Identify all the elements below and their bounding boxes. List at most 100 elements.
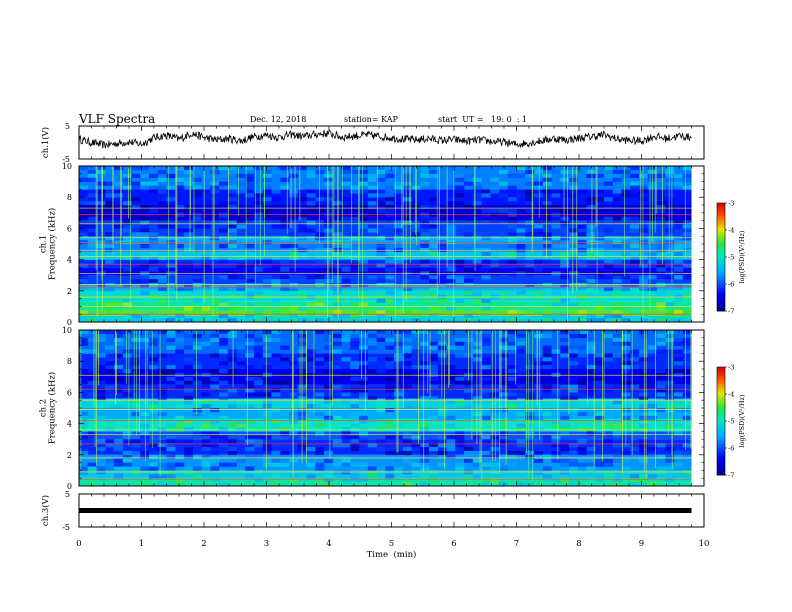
ch2-spectrogram-cell xyxy=(682,415,692,420)
ch2-spectrogram-cell xyxy=(131,361,141,366)
ch2-spectrogram-cell xyxy=(464,404,474,409)
ch2-spectrogram-cell xyxy=(210,337,220,342)
ch1-spectrogram-cell xyxy=(472,267,482,272)
ch1-spectrogram-cell xyxy=(166,283,176,288)
ch1-spectrogram-cell xyxy=(542,244,552,249)
ch2-spectrogram-cell xyxy=(315,384,325,389)
ch1-spectrogram-colorbar-swatch xyxy=(717,210,725,213)
ch2-spectrogram-cell xyxy=(175,482,185,487)
ch1-spectrogram-cell xyxy=(105,298,115,303)
ch1-spectrogram-cell xyxy=(149,283,159,288)
ch2-spectrogram-cell xyxy=(394,369,404,374)
ch2-spectrogram-cell xyxy=(219,439,229,444)
ch1-spectrogram-cell xyxy=(516,216,526,221)
ch2-spectrogram-cell xyxy=(385,384,395,389)
ch2-spectrogram-cell xyxy=(437,330,447,335)
ch2-spectrogram-cell xyxy=(639,333,649,339)
ch2-spectrogram-cell xyxy=(464,447,474,452)
ch1-spectrogram-cell xyxy=(577,283,587,288)
ch1-spectrogram-colorbar-swatch xyxy=(717,217,725,220)
ch2-spectrogram-cell xyxy=(166,376,176,381)
ch1-spectrogram-cell xyxy=(201,263,211,268)
ch2-spectrogram-y-tick-label: 2 xyxy=(67,451,72,460)
ch1-spectrogram-cell xyxy=(551,216,561,221)
ch2-spectrogram-cell xyxy=(560,353,570,358)
ch2-spectrogram-cell xyxy=(455,466,465,471)
ch1-spectrogram-cell xyxy=(350,216,360,221)
ch2-spectrogram-cell xyxy=(367,419,377,424)
ch1-spectrogram-cell xyxy=(385,298,395,303)
ch2-spectrogram-cell xyxy=(656,330,666,335)
ch1-spectrogram-cell xyxy=(367,275,377,280)
ch2-spectrogram-cell xyxy=(131,411,141,417)
ch1-spectrogram-cell xyxy=(140,216,150,221)
ch2-spectrogram-cell xyxy=(201,454,211,459)
ch2-spectrogram-cell xyxy=(542,345,552,350)
ch1-spectrogram-cell xyxy=(682,275,692,280)
ch1-spectrogram-cell xyxy=(630,224,640,229)
ch2-spectrogram-colorbar-swatch xyxy=(717,372,725,375)
ch2-spectrogram-cell xyxy=(149,466,159,471)
ch1-spectrogram-cell xyxy=(630,318,640,323)
ch2-spectrogram-cell xyxy=(577,345,587,350)
ch2-spectrogram-colorbar-swatch xyxy=(717,449,725,452)
ch2-spectrogram-cell xyxy=(516,431,526,436)
ch2-spectrogram-cell xyxy=(315,330,325,335)
ch1-spectrogram-cell xyxy=(499,169,509,175)
ch1-spectrogram-cell xyxy=(560,314,570,319)
ch2-spectrogram-cell xyxy=(682,333,692,339)
ch1-spectrogram-cell xyxy=(420,216,430,221)
ch2-spectrogram-empty-region xyxy=(691,330,704,486)
ch1-spectrogram-cell xyxy=(420,263,430,268)
ch1-spectrogram-cell xyxy=(219,212,229,217)
ch1-spectrogram-cell xyxy=(674,310,684,315)
x-tick-label: 3 xyxy=(264,539,269,549)
ch2-spectrogram-cell xyxy=(560,439,570,444)
ch2-spectrogram-cell xyxy=(542,411,552,417)
ch2-spectrogram-cell xyxy=(402,482,412,487)
ch1-spectrogram-cell xyxy=(507,173,517,178)
ch2-spectrogram-cell xyxy=(184,439,194,444)
ch1-spectrogram-cell xyxy=(665,298,675,303)
ch1-spectrogram-cell xyxy=(472,197,482,202)
ch1-spectrogram-cell xyxy=(87,255,97,260)
ch2-spectrogram-cell xyxy=(385,470,395,475)
ch1-spectrogram-colorbar-swatch xyxy=(717,226,725,229)
ch2-spectrogram-cell xyxy=(429,345,439,350)
ch2-spectrogram-cell xyxy=(665,349,675,354)
ch2-spectrogram-cell xyxy=(647,470,657,475)
ch1-spectrogram-cell xyxy=(551,290,561,295)
ch1-spectrogram-cell xyxy=(79,185,89,190)
ch1-spectrogram-colorbar-swatch xyxy=(717,291,725,294)
ch2-spectrogram-cell xyxy=(560,478,570,483)
ch2-spectrogram-cell xyxy=(210,466,220,471)
ch2-spectrogram-cell xyxy=(560,431,570,436)
ch1-spectrogram-cell xyxy=(394,205,404,210)
ch1-spectrogram-cell xyxy=(271,263,281,268)
ch2-spectrogram-cell xyxy=(639,439,649,444)
ch1-spectrogram-cell xyxy=(332,314,342,319)
ch1-spectrogram-cell xyxy=(621,181,631,186)
ch2-spectrogram-cell xyxy=(227,439,237,444)
ch1-spectrogram-colorbar-swatch xyxy=(717,260,725,263)
ch2-spectrogram-cell xyxy=(604,431,614,436)
ch2-spectrogram-colorbar-swatch xyxy=(717,431,725,434)
ch2-spectrogram-cell xyxy=(149,400,159,405)
ch2-spectrogram-cell xyxy=(525,474,535,479)
ch2-spectrogram-cell xyxy=(254,435,264,440)
ch1-spectrogram-cell xyxy=(656,201,666,206)
ch2-spectrogram-colorbar-swatch xyxy=(717,417,725,420)
ch2-spectrogram-cell xyxy=(122,458,132,463)
ch2-spectrogram-cell xyxy=(586,470,596,475)
ch1-spectrogram-cell xyxy=(140,306,150,311)
ch2-spectrogram-cell xyxy=(656,408,666,413)
ch1-spectrogram-cell xyxy=(586,286,596,292)
ch1-spectrogram-cell xyxy=(227,236,237,241)
ch2-spectrogram-cell xyxy=(569,462,579,467)
ch1-spectrogram-cell xyxy=(516,255,526,260)
ch2-spectrogram-cell xyxy=(114,337,124,342)
ch1-spectrogram-cell xyxy=(621,302,631,307)
ch1-spectrogram-cell xyxy=(105,275,115,280)
ch2-spectrogram-cell xyxy=(402,349,412,354)
ch1-spectrogram-cell xyxy=(341,224,351,229)
